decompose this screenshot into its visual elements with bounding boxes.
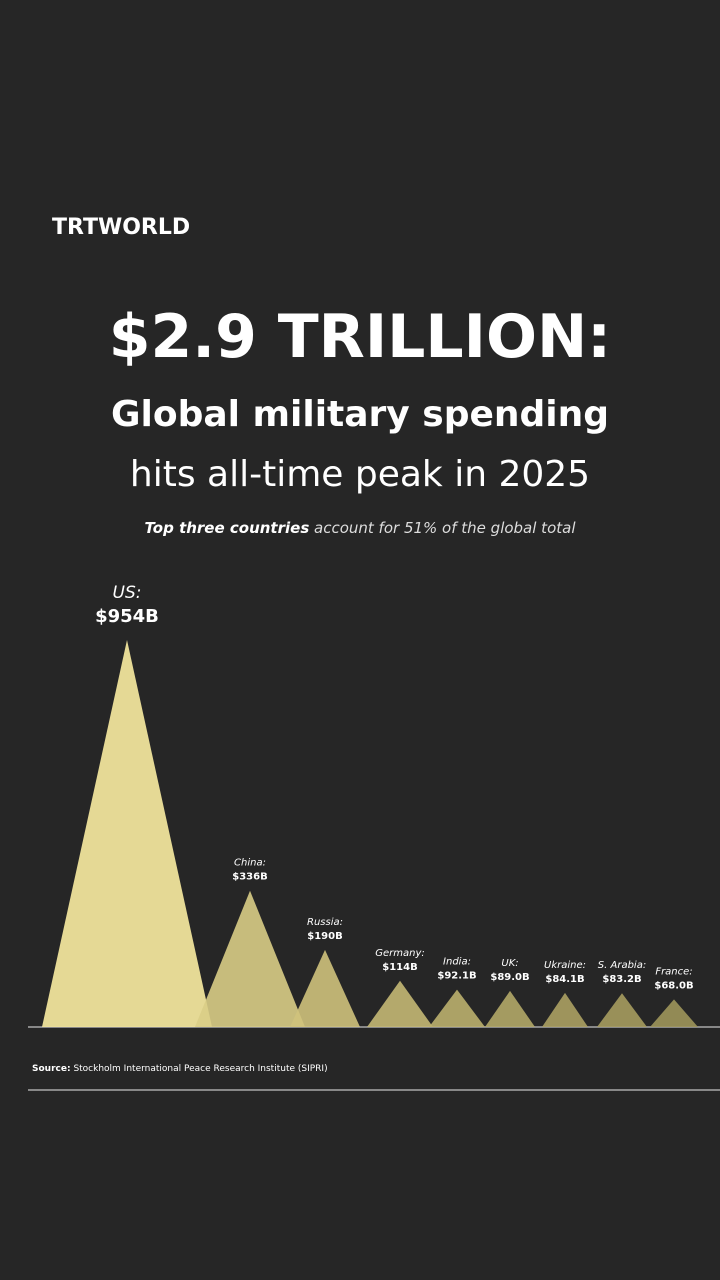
value-label: $89.0B bbox=[490, 972, 529, 983]
source-line: Source: Stockholm International Peace Re… bbox=[32, 1064, 328, 1074]
spending-triangle bbox=[485, 990, 535, 1027]
value-label: $83.2B bbox=[602, 974, 641, 985]
subtitle: hits all-time peak in 2025 bbox=[130, 454, 590, 495]
subtitle-line: Global military spending bbox=[111, 394, 609, 435]
country-label: Ukraine: bbox=[544, 960, 586, 971]
country-label: UK: bbox=[501, 958, 518, 969]
source-label: Source: bbox=[32, 1064, 71, 1074]
value-label: $954B bbox=[95, 606, 159, 627]
spending-triangle bbox=[195, 890, 305, 1027]
country-label: France: bbox=[655, 966, 692, 977]
spending-triangle bbox=[542, 992, 588, 1027]
value-label: $336B bbox=[232, 872, 267, 883]
country-label: India: bbox=[443, 957, 471, 968]
country-label: S. Arabia: bbox=[598, 960, 646, 971]
note: account for 51% of the global total bbox=[314, 519, 576, 537]
subtitle-bold: Global military spending bbox=[111, 394, 609, 435]
country-label: Russia: bbox=[307, 917, 343, 928]
spending-triangle bbox=[650, 999, 698, 1027]
subtitle-line-2: hits all-time peak in 2025 bbox=[130, 454, 590, 495]
value-label: $92.1B bbox=[437, 971, 476, 982]
value-label: $114B bbox=[382, 962, 417, 973]
note-line: Top three countries account for 51% of t… bbox=[145, 519, 577, 537]
spending-triangle bbox=[290, 949, 360, 1027]
value-label: $68.0B bbox=[654, 980, 693, 991]
chart-title: $2.9 TRILLION: bbox=[109, 302, 611, 372]
spending-triangle bbox=[429, 989, 485, 1027]
spending-triangle bbox=[42, 640, 212, 1027]
brand-logo: TRTWORLD bbox=[52, 215, 190, 240]
value-label: $190B bbox=[307, 931, 342, 942]
spending-triangle bbox=[367, 980, 433, 1027]
note-bold: Top three countries bbox=[145, 519, 310, 537]
country-label: China: bbox=[234, 858, 266, 869]
country-label: Germany: bbox=[375, 948, 425, 959]
spending-triangle bbox=[597, 993, 647, 1027]
source: Stockholm International Peace Research I… bbox=[73, 1064, 327, 1074]
value-label: $84.1B bbox=[545, 974, 584, 985]
country-label: US: bbox=[113, 583, 142, 603]
